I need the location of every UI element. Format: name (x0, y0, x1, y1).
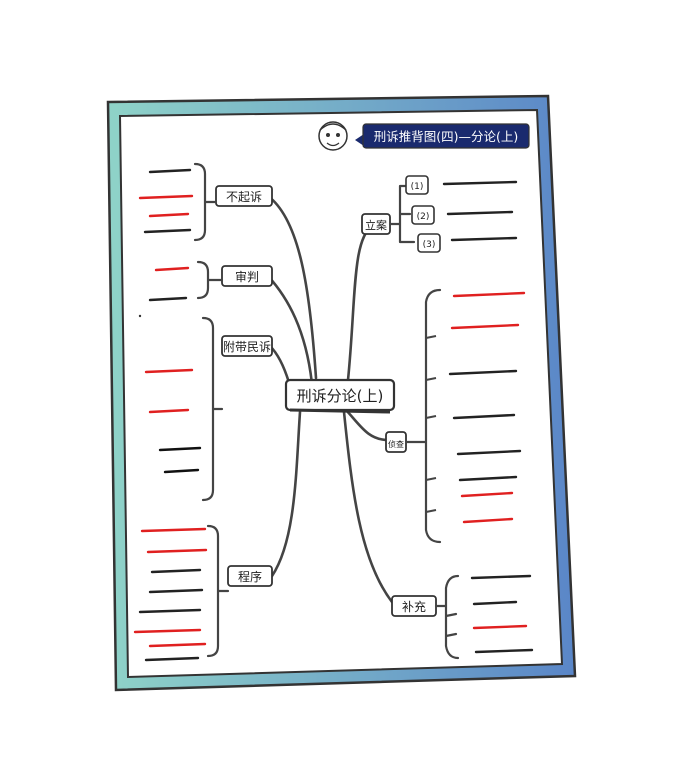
speech-pointer (355, 134, 364, 146)
branch-label: 程序 (238, 569, 262, 584)
note-line (138, 194, 194, 200)
sub-label: (3) (423, 240, 436, 250)
brace (206, 524, 230, 658)
note-line (150, 568, 202, 574)
note-line (446, 210, 514, 216)
note-line (448, 369, 518, 376)
note-line (148, 408, 190, 414)
note-line (450, 323, 520, 330)
branch-label: 侦查 (388, 439, 404, 449)
note-line (143, 228, 192, 234)
right-branch-2: 侦查 (385, 288, 526, 544)
sub-label: (1) (411, 182, 424, 192)
branch-label: 补充 (402, 599, 426, 614)
note-line (140, 527, 207, 533)
left-branch-4: 程序 (133, 524, 273, 662)
tick (425, 335, 437, 339)
note-line (458, 475, 518, 482)
note-line (460, 491, 514, 498)
note-line (144, 656, 200, 662)
note-line (442, 180, 518, 186)
center-label: 刑诉分论(上) (297, 387, 384, 405)
tick (425, 477, 437, 481)
note-line (452, 291, 526, 298)
center-node: 刑诉分论(上) (284, 378, 396, 414)
left-branch-1: 不起诉 (138, 162, 273, 242)
note-line (474, 648, 534, 654)
tick (425, 415, 437, 419)
note-line (148, 212, 190, 218)
note-line (158, 446, 202, 452)
left-branch-2: 审判 (148, 260, 273, 302)
note-line (148, 296, 188, 302)
avatar-icon (318, 121, 348, 151)
header-title: 刑诉推背图(四)—分论(上) (374, 129, 519, 144)
note-line (148, 642, 207, 648)
note-line (144, 368, 194, 374)
note-line (456, 449, 522, 456)
branch-label: 立案 (365, 218, 387, 232)
sub-label-box (417, 233, 441, 253)
branch-label-box (215, 185, 273, 207)
header: 刑诉推背图(四)—分论(上) (318, 121, 530, 151)
note-line (462, 517, 514, 524)
note-line (146, 548, 208, 554)
branch-label-box (227, 565, 273, 587)
note-line (450, 236, 518, 242)
brace (201, 316, 224, 502)
stray-dot (138, 314, 142, 318)
brace (193, 162, 218, 242)
note-line (154, 266, 190, 272)
note-line (133, 628, 202, 634)
note-line (148, 168, 192, 174)
branch-label: 审判 (235, 269, 259, 284)
right-branch-3: 补充 (391, 574, 534, 660)
sub-label-box (405, 175, 429, 195)
right-branch-1: 立案 (1) (2) (3) (361, 175, 518, 253)
header-banner (362, 123, 530, 149)
brace (404, 288, 442, 544)
sub-label: (2) (417, 212, 430, 222)
note-line (452, 413, 516, 420)
brace (434, 574, 460, 660)
note-line (148, 588, 204, 594)
note-line (472, 600, 518, 606)
note-line (163, 468, 200, 474)
brace (388, 184, 416, 244)
tick (425, 509, 437, 513)
note-line (138, 608, 202, 614)
branch-label-box (221, 335, 273, 357)
branch-label: 附带民诉 (223, 340, 271, 354)
tick (425, 377, 437, 381)
brace (196, 260, 224, 300)
branch-label: 不起诉 (226, 190, 262, 204)
sub-label-box (411, 205, 435, 225)
note-line (470, 574, 532, 580)
note-line (472, 624, 528, 630)
branch-label-box (221, 265, 273, 287)
left-branch-3: 附带民诉 (144, 316, 273, 502)
